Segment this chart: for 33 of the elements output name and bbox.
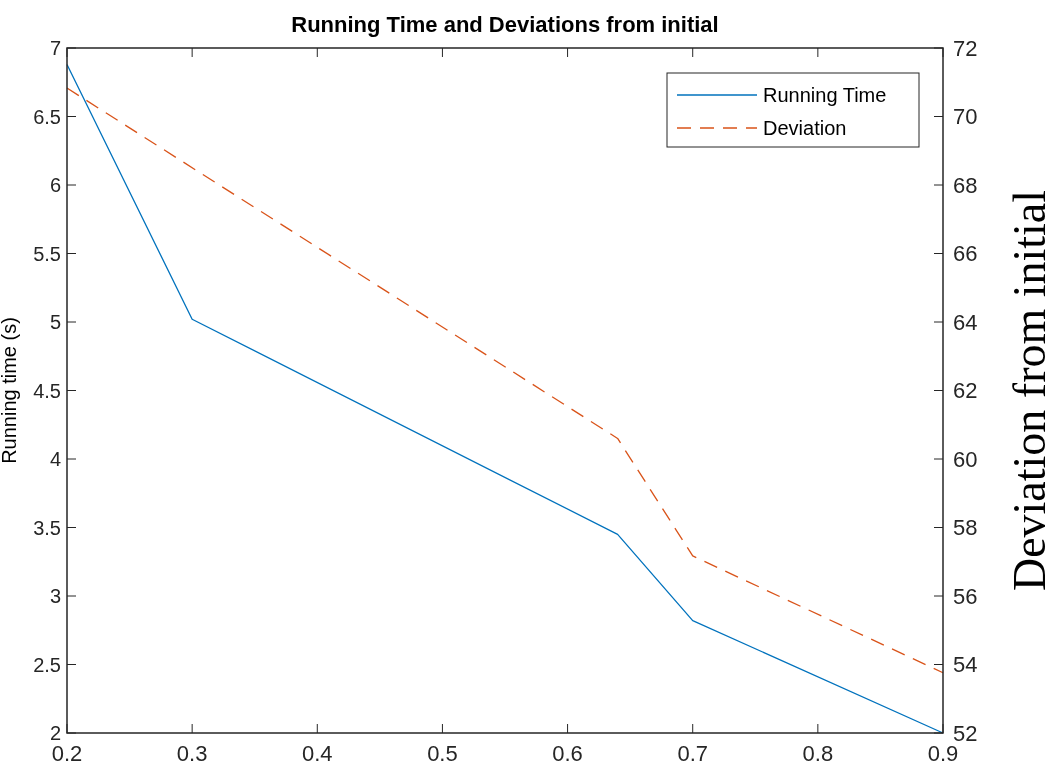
y2-tick-label: 58	[953, 515, 978, 541]
y-tick-label: 3	[49, 585, 61, 607]
y-axis-title: Running time (s)	[0, 317, 20, 464]
y2-axis-title: Deviation from initial	[1004, 189, 1054, 592]
x-tick-label: 0.5	[427, 741, 458, 766]
x-tick-label: 0.6	[552, 741, 583, 766]
y-tick-label: 3.5	[33, 516, 61, 539]
y-tick-label: 2	[49, 722, 61, 744]
chart-title: Running Time and Deviations from initial	[291, 12, 719, 37]
y2-tick-label: 64	[953, 309, 978, 335]
x-tick-label: 0.7	[677, 741, 709, 766]
y-tick-label: 4.5	[33, 379, 61, 402]
y-tick-label: 5	[49, 311, 61, 333]
y-tick-label: 5.5	[33, 242, 61, 265]
y2-tick-label: 66	[953, 241, 978, 267]
y-tick-label: 2.5	[33, 653, 61, 676]
y2-tick-label: 62	[953, 378, 978, 404]
legend-label: Running Time	[763, 84, 887, 106]
y-tick-label: 7	[49, 37, 61, 59]
y-tick-label: 6.5	[33, 105, 61, 128]
x-tick-label: 0.3	[176, 741, 208, 766]
y2-tick-label: 56	[953, 583, 978, 609]
y-tick-label: 6	[49, 174, 61, 196]
legend-label: Deviation	[763, 117, 847, 139]
x-tick-label: 0.4	[301, 741, 333, 766]
x-tick-label: 0.2	[51, 741, 83, 766]
x-tick-label: 0.8	[802, 741, 834, 766]
y2-tick-label: 72	[953, 35, 978, 61]
y-tick-label: 4	[49, 448, 61, 470]
y2-tick-label: 70	[953, 104, 978, 130]
y2-tick-label: 68	[953, 172, 978, 198]
y2-tick-label: 54	[953, 652, 978, 678]
y2-tick-label: 60	[953, 446, 978, 472]
